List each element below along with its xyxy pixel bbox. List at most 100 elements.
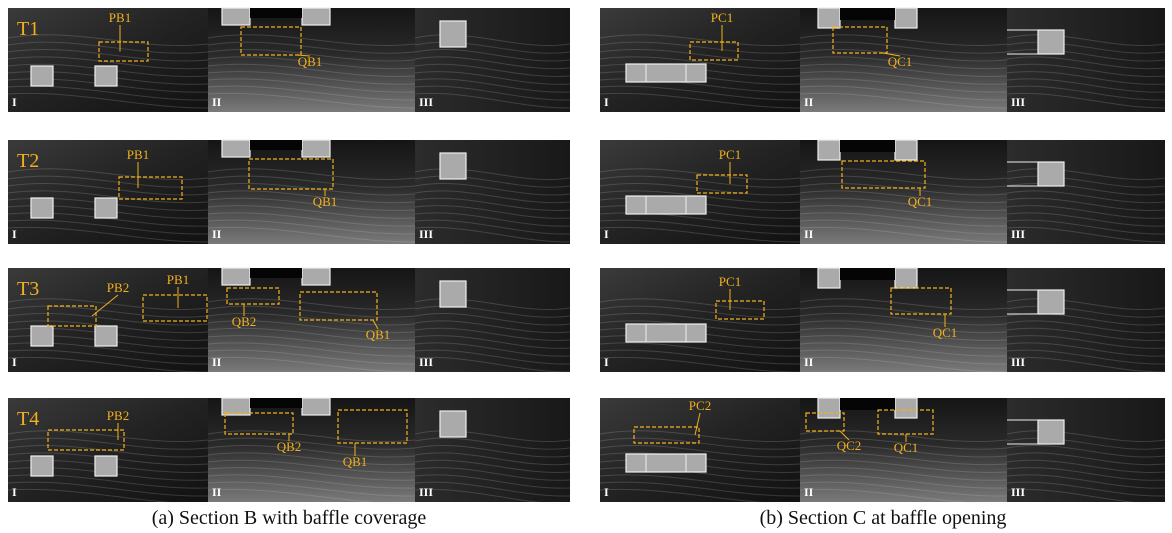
baffle: [302, 398, 330, 415]
region-label: PC2: [689, 398, 711, 413]
time-label: T3: [17, 278, 39, 300]
baffle: [222, 8, 250, 25]
baffle: [818, 8, 840, 28]
region-label: QC1: [888, 54, 913, 69]
time-label: T2: [17, 150, 39, 172]
baffle: [626, 324, 706, 342]
figure: IIIIIIT1PB1QB1IIIIIIT2PB1QB1IIIIIIT3PB2P…: [0, 0, 1172, 533]
baffle-gap: [840, 8, 895, 20]
baffle: [222, 268, 250, 285]
region-label: QC1: [933, 325, 958, 340]
baffle: [895, 398, 917, 418]
baffle: [1038, 420, 1064, 444]
region-label: QB2: [277, 439, 302, 454]
subpanel-label: II: [212, 95, 222, 109]
baffle-gap: [840, 268, 895, 280]
baffle: [95, 456, 117, 476]
subpanel-label: I: [12, 355, 17, 369]
region-label: QB1: [298, 54, 323, 69]
baffle: [895, 8, 917, 28]
region-label: QC1: [908, 194, 933, 209]
baffle: [31, 326, 53, 346]
flow-image: [1007, 398, 1165, 502]
subpanel-label: I: [604, 95, 609, 109]
subpanel-label: III: [419, 355, 433, 369]
baffle-gap: [250, 8, 302, 18]
baffle: [626, 454, 706, 472]
baffle: [440, 281, 466, 307]
subpanel-label: I: [604, 485, 609, 499]
subpanel-label: I: [12, 227, 17, 241]
baffle-gap: [250, 398, 302, 408]
time-label: T4: [17, 408, 39, 430]
baffle-gap: [840, 140, 895, 152]
baffle: [31, 66, 53, 86]
region-label: QB1: [366, 327, 391, 342]
subpanel-label: I: [604, 355, 609, 369]
flow-image: [600, 140, 800, 244]
baffle: [31, 198, 53, 218]
baffle: [1038, 30, 1064, 54]
subpanel-label: III: [1011, 227, 1025, 241]
baffle-gap: [250, 140, 302, 150]
subpanel-label: III: [1011, 485, 1025, 499]
flow-image: [415, 8, 570, 112]
region-label: QC2: [837, 438, 862, 453]
baffle: [302, 140, 330, 157]
region-label: PB2: [107, 280, 129, 295]
baffle-gap: [250, 268, 302, 278]
region-label: PB1: [109, 10, 131, 25]
baffle: [1038, 162, 1064, 186]
flow-image: [415, 398, 570, 502]
subpanel-label: II: [212, 355, 222, 369]
subpanel-label: II: [212, 485, 222, 499]
region-label: QB1: [313, 194, 338, 209]
subpanel-label: II: [804, 485, 814, 499]
subpanel-label: II: [804, 95, 814, 109]
subpanel-label: I: [604, 227, 609, 241]
panel-caption: (b) Section C at baffle opening: [760, 507, 1007, 529]
baffle: [440, 21, 466, 47]
subpanel-label: III: [419, 485, 433, 499]
baffle: [626, 196, 706, 214]
baffle: [95, 326, 117, 346]
baffle: [31, 456, 53, 476]
baffle: [95, 198, 117, 218]
region-label: QB2: [232, 314, 257, 329]
baffle: [895, 140, 917, 160]
region-label: PC1: [719, 274, 741, 289]
subpanel-label: III: [419, 95, 433, 109]
baffle: [302, 268, 330, 285]
region-label: QB1: [343, 454, 368, 469]
subpanel-label: III: [1011, 355, 1025, 369]
baffle: [818, 268, 840, 288]
subpanel-label: II: [212, 227, 222, 241]
subpanel-label: II: [804, 227, 814, 241]
subpanel-label: III: [1011, 95, 1025, 109]
baffle: [895, 268, 917, 288]
panel-caption: (a) Section B with baffle coverage: [152, 507, 427, 529]
baffle: [440, 153, 466, 179]
flow-image: [1007, 140, 1165, 244]
subpanel-label: I: [12, 95, 17, 109]
time-label: T1: [17, 18, 39, 40]
region-label: PB1: [167, 272, 189, 287]
subpanel-label: III: [419, 227, 433, 241]
baffle: [626, 64, 706, 82]
subpanel-label: I: [12, 485, 17, 499]
flow-image: [1007, 8, 1165, 112]
baffle: [95, 66, 117, 86]
baffle: [440, 411, 466, 437]
subpanel-label: II: [804, 355, 814, 369]
flow-image: [415, 140, 570, 244]
region-label: PB2: [107, 408, 129, 423]
baffle: [818, 398, 840, 418]
region-label: PB1: [127, 147, 149, 162]
baffle: [302, 8, 330, 25]
baffle: [222, 140, 250, 157]
baffle-gap: [840, 398, 895, 410]
region-label: PC1: [719, 147, 741, 162]
baffle: [818, 140, 840, 160]
region-label: PC1: [711, 10, 733, 25]
region-label: QC1: [894, 440, 919, 455]
